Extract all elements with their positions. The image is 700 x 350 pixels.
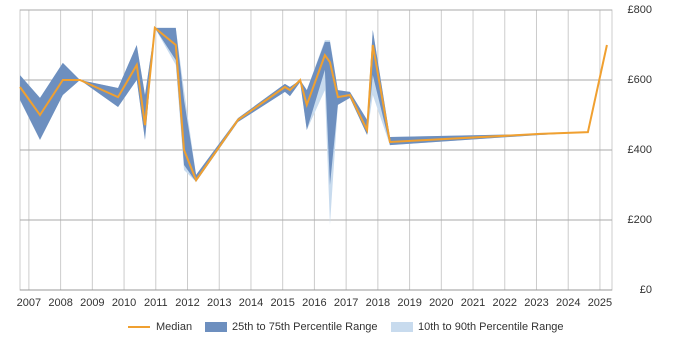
legend-swatch — [205, 322, 227, 332]
median-line — [19, 25, 608, 183]
y-tick-label: £800 — [628, 4, 652, 16]
legend-label: 10th to 90th Percentile Range — [418, 321, 564, 333]
x-tick-label: 2024 — [556, 297, 580, 309]
legend-swatch — [391, 322, 413, 332]
x-tick-label: 2008 — [48, 297, 72, 309]
legend-label: Median — [156, 321, 192, 333]
x-tick-label: 2016 — [302, 297, 326, 309]
band-area — [20, 27, 607, 185]
x-tick-label: 2023 — [524, 297, 548, 309]
x-tick-label: 2015 — [270, 297, 294, 309]
x-tick-label: 2021 — [461, 297, 485, 309]
y-tick-label: £200 — [628, 214, 652, 226]
legend-label: 25th to 75th Percentile Range — [232, 321, 378, 333]
x-tick-label: 2019 — [397, 297, 421, 309]
x-tick-label: 2010 — [112, 297, 136, 309]
y-tick-label: £0 — [640, 284, 652, 296]
x-tick-label: 2013 — [207, 297, 231, 309]
y-tick-label: £400 — [628, 144, 652, 156]
x-tick-label: 2025 — [588, 297, 612, 309]
x-tick-label: 2014 — [239, 297, 263, 309]
x-tick-label: 2012 — [175, 297, 199, 309]
y-tick-label: £600 — [628, 74, 652, 86]
x-tick-label: 2018 — [366, 297, 390, 309]
x-tick-label: 2022 — [493, 297, 517, 309]
x-tick-label: 2020 — [429, 297, 453, 309]
x-tick-label: 2017 — [334, 297, 358, 309]
x-tick-label: 2009 — [80, 297, 104, 309]
x-tick-label: 2007 — [17, 297, 41, 309]
x-tick-label: 2011 — [144, 297, 168, 309]
